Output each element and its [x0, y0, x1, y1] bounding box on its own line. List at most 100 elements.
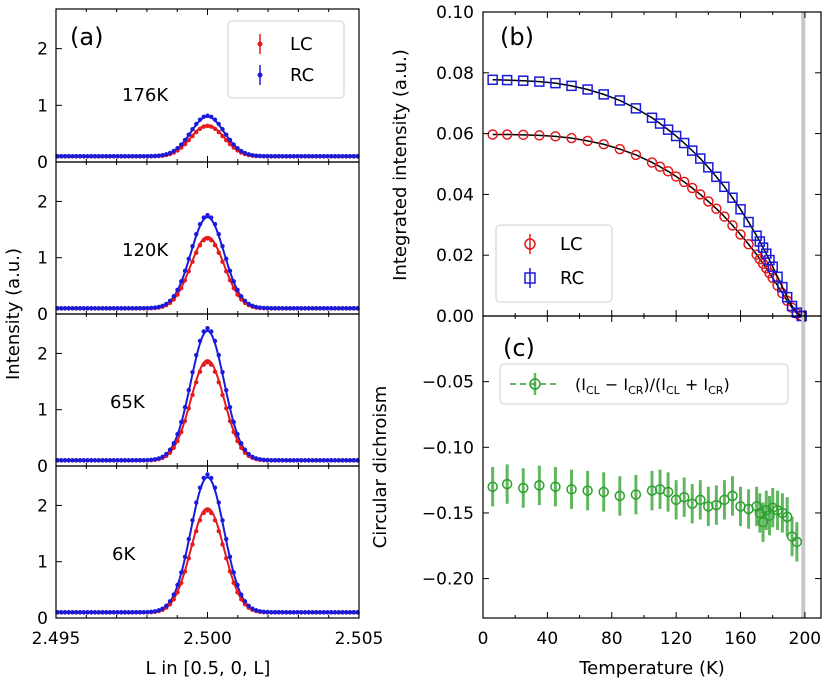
lc-legend-marker [524, 238, 536, 250]
lc-data-point [220, 133, 225, 139]
y-axis-title: Integrated intensity (a.u.) [390, 49, 411, 281]
rc-data-point [74, 610, 79, 615]
panel-c-frame [482, 315, 822, 619]
rc-data-point [194, 500, 199, 505]
lc-data-point [201, 362, 206, 367]
rc-data-point [171, 592, 176, 597]
rc-data-point [81, 458, 86, 463]
rc-fit-line [56, 476, 359, 614]
rc-data-point [340, 458, 345, 463]
rc-data-point [77, 154, 83, 159]
rc-data-point [92, 458, 98, 463]
lc-data-point [205, 360, 210, 365]
rc-data-point [269, 457, 274, 463]
rc-data-point [291, 306, 296, 311]
rc-data-point [190, 244, 195, 249]
lc-data-point [182, 569, 188, 574]
rc-data-point [314, 154, 319, 159]
rc-data-point [317, 458, 323, 463]
rc-data-point [231, 279, 236, 284]
rc-data-point [134, 154, 139, 159]
rc-data-point [242, 599, 248, 604]
rc-data-point [111, 306, 116, 311]
legend-c: (ICL − ICR)/(ICL + ICR) [499, 363, 789, 405]
rc-data-point [70, 458, 75, 463]
rc-data-point [250, 152, 255, 158]
rc-data-point [287, 610, 293, 615]
lc-data-point [179, 580, 184, 586]
rc-data-point [235, 287, 240, 293]
rc-data-point [111, 458, 116, 463]
rc-data-point [74, 154, 79, 159]
rc-data-point [66, 306, 71, 311]
rc-data-point [310, 154, 315, 159]
lc-data-point [239, 445, 244, 451]
rc-data-point [582, 84, 593, 95]
rc-data-point [325, 306, 330, 311]
rc-data-point [152, 305, 158, 310]
rc-data-point [145, 609, 150, 615]
rc-data-point [325, 154, 330, 159]
rc-data-point [265, 153, 270, 159]
legend-box [499, 363, 789, 405]
lc-data-point [182, 141, 188, 147]
rc-data-point [141, 153, 146, 159]
rc-data-point [299, 458, 304, 463]
rc-data-point [179, 142, 184, 147]
rc-data-point [70, 154, 75, 159]
rc-data-point [216, 121, 221, 127]
rc-data-point [107, 306, 113, 311]
lc-data-point [235, 438, 240, 444]
rc-data-point [224, 256, 229, 262]
rc-data-point [306, 154, 311, 159]
rc-data-point [276, 610, 281, 615]
rc-data-point [145, 305, 150, 311]
rc-data-point [182, 404, 188, 410]
rc-data-point [329, 610, 334, 615]
rc-data-point [186, 256, 191, 262]
rc-data-point [186, 387, 191, 393]
rc-data-point [344, 154, 349, 159]
lc-data-point [182, 278, 188, 283]
rc-data-point [517, 75, 529, 86]
lc-data-point [224, 556, 229, 561]
rc-data-point [182, 137, 188, 143]
y-tick-label: 0.06 [436, 125, 474, 145]
rc-data-point [167, 599, 173, 604]
rc-data-point [751, 230, 762, 241]
rc-data-point [227, 137, 233, 143]
lc-data-point [216, 529, 221, 534]
cd-legend-marker [529, 378, 541, 390]
lc-data-point [550, 131, 561, 142]
rc-data-point [130, 458, 135, 463]
rc-data-point [152, 457, 158, 462]
rc-data-point [670, 130, 682, 142]
rc-data-point [276, 306, 281, 311]
rc-data-point [227, 554, 233, 560]
lc-data-point [205, 508, 210, 513]
rc-data-point [62, 610, 68, 615]
x-axis-title: Temperature (K) [578, 658, 725, 679]
rc-data-point [175, 146, 180, 151]
cd-data-point [791, 536, 803, 548]
rc-data-point [201, 215, 206, 220]
rc-data-point [295, 306, 300, 311]
rc-data-point [276, 154, 281, 159]
rc-data-point [137, 610, 143, 615]
rc-data-point [280, 610, 285, 615]
rc-data-point [100, 306, 105, 311]
rc-data-point [122, 306, 128, 311]
rc-data-point [250, 454, 255, 460]
legend-a: LC RC [227, 20, 345, 99]
lc-data-point [220, 542, 225, 547]
cd-data-point [662, 486, 674, 498]
lc-fit-line [56, 359, 359, 462]
rc-data-point [501, 74, 513, 86]
lc-data-point [205, 123, 210, 129]
rc-data-point [754, 236, 766, 247]
rc-data-point [126, 154, 131, 159]
rc-data-point [269, 153, 274, 159]
lc-data-point [227, 569, 233, 574]
rc-data-point [646, 112, 658, 124]
rc-data-point [306, 458, 311, 463]
